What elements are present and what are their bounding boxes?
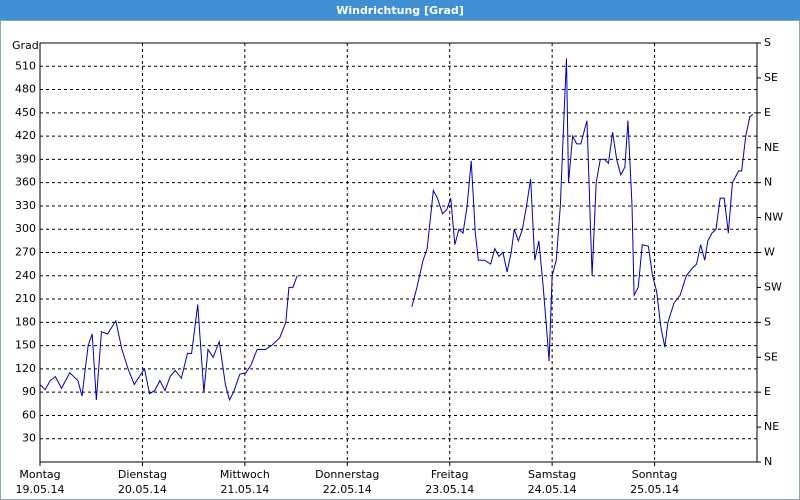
y2-tick-label: S [764, 36, 771, 49]
y-tick-label: 360 [15, 176, 36, 189]
y-tick-label: 270 [15, 246, 36, 259]
y2-tick-label: NE [764, 420, 779, 433]
y-tick-label: 150 [15, 339, 36, 352]
y-tick-label: 480 [15, 83, 36, 96]
y-tick-label: 210 [15, 292, 36, 305]
y-tick-label: 330 [15, 199, 36, 212]
y2-tick-label: E [764, 106, 771, 119]
y2-tick-label: NE [764, 141, 779, 154]
y2-tick-label: NW [764, 211, 783, 224]
y2-tick-label: SE [764, 350, 778, 363]
x-tick-label: Mittwoch [220, 468, 270, 481]
y-tick-label: 30 [22, 432, 36, 445]
x-tick-label: Donnerstag [315, 468, 379, 481]
x-tick-date: 25.05.14 [630, 483, 679, 496]
y-tick-label: 300 [15, 222, 36, 235]
y-axis-label: Grad [12, 39, 39, 52]
y-tick-label: 180 [15, 315, 36, 328]
y-tick-label: 120 [15, 362, 36, 375]
y-tick-label: 390 [15, 152, 36, 165]
y2-tick-label: W [764, 246, 775, 259]
x-tick-date: 19.05.14 [16, 483, 65, 496]
x-tick-date: 24.05.14 [528, 483, 577, 496]
x-tick-label: Samstag [528, 468, 576, 481]
title-bar [0, 0, 800, 20]
y2-tick-label: S [764, 315, 771, 328]
y-tick-label: 450 [15, 106, 36, 119]
chart-title: Windrichtung [Grad] [336, 4, 464, 17]
x-tick-date: 21.05.14 [220, 483, 269, 496]
y2-tick-label: E [764, 385, 771, 398]
x-tick-label: Sonntag [632, 468, 678, 481]
y-tick-label: 90 [22, 385, 36, 398]
y2-tick-label: N [764, 455, 772, 468]
x-tick-date: 22.05.14 [323, 483, 372, 496]
y2-tick-label: N [764, 176, 772, 189]
y2-tick-label: SE [764, 71, 778, 84]
frame [0, 20, 800, 500]
y-tick-label: 420 [15, 129, 36, 142]
x-tick-date: 20.05.14 [118, 483, 167, 496]
y-tick-label: 240 [15, 269, 36, 282]
plot-frame [39, 42, 758, 463]
x-tick-label: Montag [19, 468, 60, 481]
x-tick-date: 23.05.14 [425, 483, 474, 496]
y-tick-label: 510 [15, 59, 36, 72]
y-tick-label: 60 [22, 408, 36, 421]
x-tick-label: Freitag [431, 468, 469, 481]
y2-tick-label: SW [764, 280, 782, 293]
x-tick-label: Dienstag [118, 468, 167, 481]
data-line [39, 58, 754, 402]
